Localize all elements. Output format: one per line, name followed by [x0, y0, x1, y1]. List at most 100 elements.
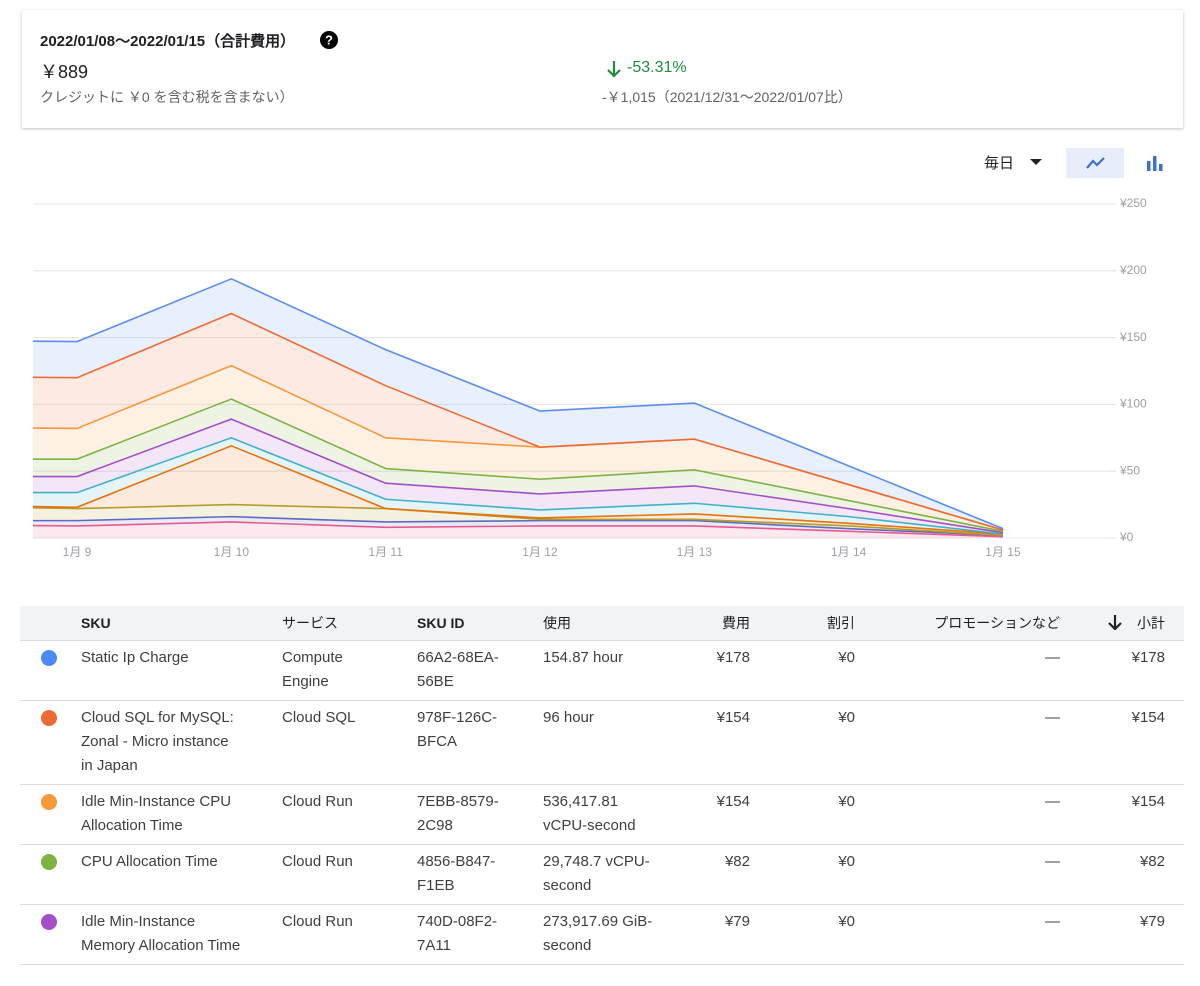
x-tick-label: 1月 15 — [985, 545, 1021, 559]
chart: ¥0 ¥50 ¥100 ¥150 ¥200 ¥250 1月 9 1月 10 1月 11 1月 12… — [33, 196, 1147, 559]
cost: ¥79 — [724, 913, 750, 930]
series-line — [33, 436, 1004, 535]
area-fill — [33, 521, 1003, 538]
cost-cell: ¥79 — [675, 910, 760, 958]
y-tick-label: ¥50 — [1119, 463, 1140, 477]
service: Compute Engine — [282, 649, 343, 690]
header-label: 費用 — [722, 615, 750, 631]
cost: ¥82 — [724, 853, 750, 870]
series-line — [33, 418, 1004, 534]
subtotal-cell: ¥82 — [1070, 850, 1184, 898]
header-label: 割引 — [827, 615, 855, 631]
table-row: Idle Min-Instance Memory Allocation Time… — [20, 905, 1184, 965]
color-cell — [20, 850, 81, 898]
help-icon[interactable]: ? — [320, 31, 338, 49]
usage: 96 hour — [543, 709, 594, 726]
area-fill — [33, 313, 1003, 530]
discount-cell: ¥0 — [760, 790, 865, 838]
header-label: SKU ID — [417, 615, 465, 631]
cost: ¥154 — [716, 793, 750, 810]
change-percent: -53.31% — [627, 59, 687, 76]
table-row: Static Ip Charge Compute Engine 66A2-68EA-… — [20, 641, 1184, 701]
table-row: Cloud SQL for MySQL: Zonal - Micro insta… — [20, 701, 1184, 785]
usage-cell: 536,417.81 vCPU-second — [543, 790, 675, 838]
summary-card: 2022/01/08〜2022/01/15（合計費用） ? ￥889 クレジット… — [22, 10, 1183, 128]
subtotal: ¥154 — [1131, 709, 1165, 726]
color-cell — [20, 790, 81, 838]
sku-table: SKU サービス SKU ID 使用 費用 割引 プロモーションなど 小計 Static Ip … — [20, 606, 1184, 965]
header-cell: サービス — [282, 613, 417, 633]
header-cell: 費用 — [675, 613, 760, 633]
y-tick-label: ¥250 — [1119, 196, 1147, 210]
discount: ¥0 — [838, 649, 855, 666]
legend-dot — [41, 914, 57, 930]
sku-id: 66A2-68EA-56BE — [417, 649, 499, 690]
cost-cell: ¥82 — [675, 850, 760, 898]
sku: Cloud SQL for MySQL: Zonal - Micro insta… — [81, 709, 234, 774]
service: Cloud Run — [282, 793, 353, 810]
promotion-cell: — — [865, 910, 1070, 958]
series-line — [33, 521, 1004, 538]
sku-cell: Idle Min-Instance CPU Allocation Time — [81, 790, 282, 838]
bar-chart-button[interactable] — [1146, 154, 1164, 172]
header-cell: SKU ID — [417, 615, 543, 631]
line-chart-button[interactable] — [1066, 148, 1124, 178]
header-cell: 使用 — [543, 613, 675, 633]
x-tick-label: 1月 10 — [214, 545, 250, 559]
area-fill — [33, 365, 1003, 532]
series-line — [33, 515, 1004, 537]
discount: ¥0 — [838, 793, 855, 810]
area-fill — [33, 445, 1003, 536]
summary-title: 2022/01/08〜2022/01/15（合計費用） — [40, 33, 296, 50]
cost-cell: ¥154 — [675, 790, 760, 838]
sort-arrow[interactable] — [1107, 614, 1123, 631]
x-tick-label: 1月 9 — [63, 545, 92, 559]
discount: ¥0 — [838, 709, 855, 726]
subtotal-cell: ¥154 — [1070, 706, 1184, 778]
header-cell: 小計 — [1070, 613, 1184, 633]
header-label: SKU — [81, 615, 111, 631]
area-fill — [33, 437, 1003, 534]
series-line — [33, 398, 1004, 533]
sku-id-cell: 4856-B847-F1EB — [417, 850, 543, 898]
header-cell: SKU — [81, 615, 282, 631]
promotion-cell: — — [865, 850, 1070, 898]
subtotal-cell: ¥154 — [1070, 790, 1184, 838]
period-label: 毎日 — [984, 155, 1015, 172]
svg-text:?: ? — [325, 33, 333, 48]
x-tick-label: 1月 12 — [522, 545, 558, 559]
table-row: Idle Min-Instance CPU Allocation Time Clo… — [20, 785, 1184, 845]
header-label[interactable]: 小計 — [1137, 615, 1165, 631]
discount-cell: ¥0 — [760, 706, 865, 778]
color-cell — [20, 646, 81, 694]
color-cell — [20, 910, 81, 958]
subtotal-cell: ¥79 — [1070, 910, 1184, 958]
usage-cell: 273,917.69 GiB-second — [543, 910, 675, 958]
cost: ¥178 — [716, 649, 750, 666]
line-chart-icon — [1086, 157, 1105, 169]
service-cell: Cloud Run — [282, 850, 417, 898]
service-cell: Cloud Run — [282, 910, 417, 958]
usage-cell: 96 hour — [543, 706, 675, 778]
color-cell — [20, 706, 81, 778]
period-dropdown[interactable]: 毎日 — [984, 152, 1014, 173]
series-line — [33, 444, 1004, 535]
legend-dot — [41, 794, 57, 810]
x-tick-label: 1月 13 — [677, 545, 713, 559]
discount: ¥0 — [838, 853, 855, 870]
sku-id: 740D-08F2-7A11 — [417, 913, 498, 954]
usage: 536,417.81 vCPU-second — [543, 793, 636, 834]
service-cell: Cloud Run — [282, 790, 417, 838]
header-label: プロモーションなど — [934, 615, 1060, 631]
y-tick-label: ¥150 — [1119, 330, 1147, 344]
discount-cell: ¥0 — [760, 646, 865, 694]
subtotal-cell: ¥178 — [1070, 646, 1184, 694]
service: Cloud Run — [282, 913, 353, 930]
sku-cell: CPU Allocation Time — [81, 850, 282, 898]
table-row: CPU Allocation Time Cloud Run 4856-B847-F1… — [20, 845, 1184, 905]
sku: Idle Min-Instance Memory Allocation Time — [81, 913, 241, 954]
series-line — [33, 277, 1004, 530]
y-tick-label: ¥0 — [1119, 530, 1134, 544]
